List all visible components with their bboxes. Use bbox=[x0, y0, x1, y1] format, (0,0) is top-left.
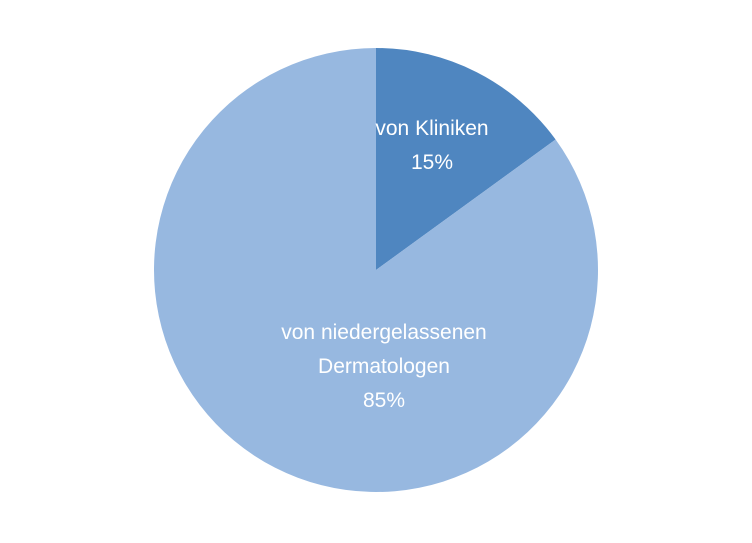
category-label: von Kliniken bbox=[375, 117, 489, 140]
slice-label: von Kliniken 15% bbox=[332, 112, 532, 180]
slice-label: von niedergelassenen Dermatologen 85% bbox=[254, 316, 514, 418]
category-label: von niedergelassenen Dermatologen bbox=[281, 321, 487, 378]
value-label: 15% bbox=[410, 151, 454, 174]
value-label: 85% bbox=[362, 389, 406, 412]
pie-slice bbox=[376, 48, 556, 270]
pie-slice bbox=[153, 48, 598, 492]
